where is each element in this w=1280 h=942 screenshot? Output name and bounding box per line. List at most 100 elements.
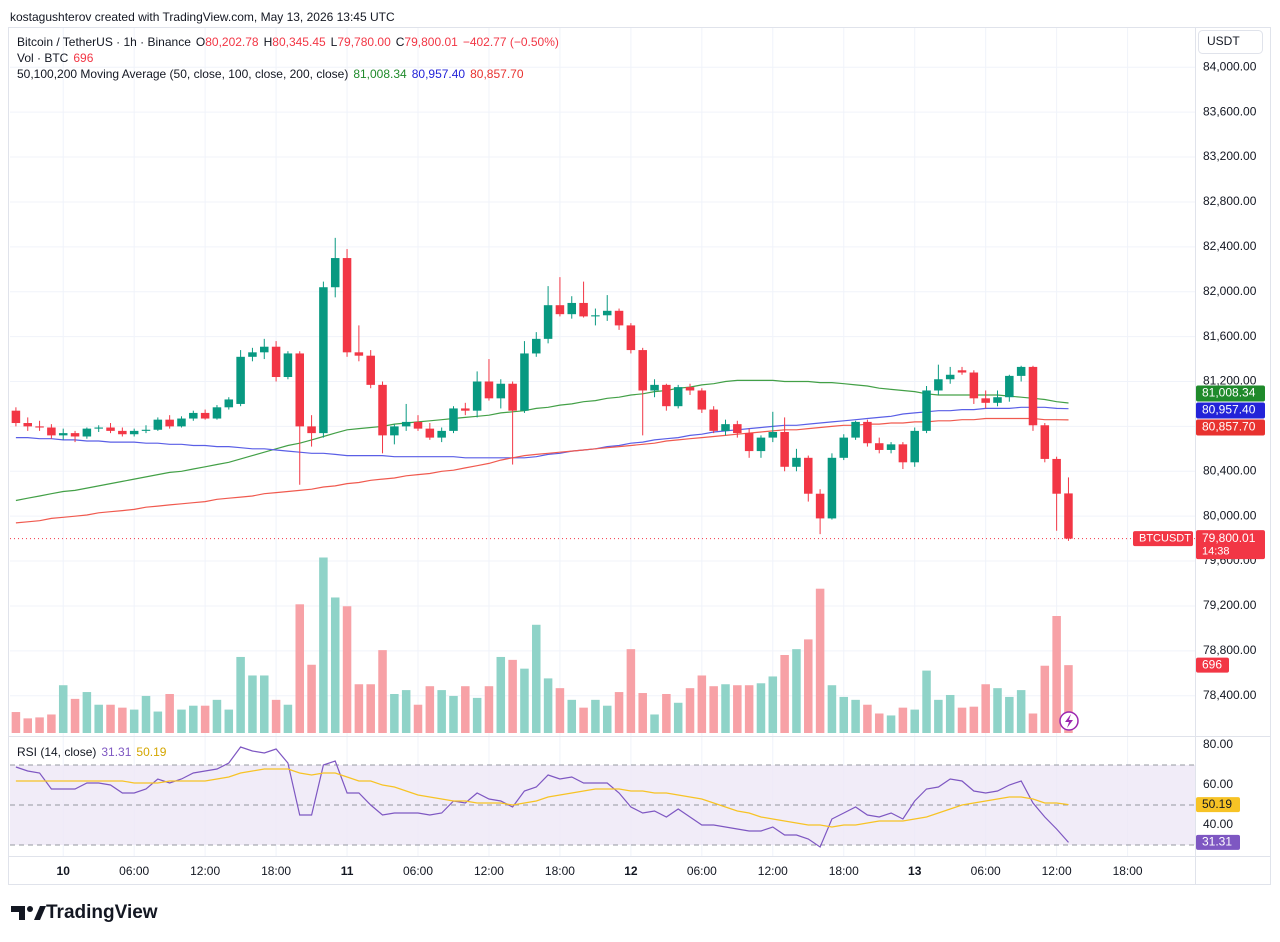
volume-bar (874, 713, 884, 733)
currency-button-box[interactable] (1198, 30, 1263, 54)
ohlc-key: O (195, 35, 206, 49)
candle-body (520, 353, 529, 411)
volume-bar (212, 699, 222, 733)
y-tick-label: 82,800.00 (1203, 194, 1257, 208)
candle-body (496, 383, 506, 399)
x-tick-label: 06:00 (119, 864, 149, 878)
candle-body (591, 315, 600, 317)
candle-body (709, 409, 718, 431)
price-badge-text: 79,800.01 (1202, 531, 1256, 545)
candle-body (129, 430, 139, 435)
volume-bar (863, 704, 872, 733)
price-badge-text: 14:38 (1202, 546, 1230, 558)
y-tick-label: 79,200.00 (1203, 598, 1257, 612)
volume-bar (425, 686, 435, 733)
volume-bar (23, 718, 32, 733)
volume-bar (673, 702, 683, 733)
currency-button[interactable]: USDT (1198, 30, 1263, 54)
candle-body (70, 433, 80, 437)
candle-body (555, 305, 565, 315)
volume-bar (638, 693, 647, 733)
volume-bar (792, 649, 801, 733)
y-tick-label: 81,200.00 (1203, 374, 1257, 388)
volume-bar (957, 707, 967, 733)
volume-bar (260, 675, 269, 733)
volume-bar (886, 715, 896, 733)
volume-bar (461, 686, 470, 733)
x-tick-label: 11 (341, 864, 354, 878)
price-badge-box (1196, 530, 1265, 560)
candle-body (792, 457, 801, 467)
ma-legend: 50,100,200 Moving Average (50, close, 10… (17, 66, 524, 82)
candle-body (94, 427, 103, 429)
candle-body (733, 424, 742, 434)
candle-body (177, 418, 186, 427)
candle-body (366, 355, 375, 385)
candle-body (910, 430, 919, 463)
volume-bar (378, 650, 387, 733)
ma-badge-box (1196, 385, 1265, 402)
rsi-legend: RSI (14, close) 31.31 50.19 (17, 744, 166, 760)
ohlc-value: 79,780.00 (337, 35, 391, 49)
candle-body (401, 421, 411, 427)
alert-bolt[interactable] (1065, 714, 1073, 728)
candle-body (153, 419, 163, 430)
volume-bar (532, 624, 541, 733)
volume-bar (449, 695, 458, 733)
candle-body (390, 426, 399, 436)
volume-bar (733, 685, 742, 733)
volume-bar (283, 704, 293, 733)
volume-bar (839, 696, 849, 733)
candle-body (425, 428, 435, 438)
candle-body (1005, 375, 1014, 398)
volume-bar (354, 684, 364, 733)
volume-bar (827, 685, 837, 733)
currency-button-label[interactable]: USDT (1207, 34, 1240, 48)
candle-body (567, 302, 577, 315)
x-tick-label: 12 (624, 864, 638, 878)
candle-body (47, 427, 56, 436)
candle-body (1040, 425, 1050, 459)
x-tick-label: 12:00 (190, 864, 220, 878)
candle-body (638, 350, 647, 391)
candle-body (354, 352, 364, 356)
volume-bar (82, 692, 92, 733)
volume-bar (1005, 696, 1014, 733)
candle-body (472, 381, 482, 411)
candle-body (827, 457, 837, 519)
volume-bar (744, 685, 754, 733)
y-tick-label: 78,400.00 (1203, 688, 1257, 702)
volume-bar (1052, 616, 1061, 733)
volume-bar (401, 690, 411, 733)
volume-bar (543, 678, 553, 733)
rsi-badge-box (1196, 834, 1240, 850)
volume-bar (768, 676, 778, 733)
volume-bar (330, 597, 340, 733)
ohlc-value: 80,345.45 (272, 35, 326, 49)
price-legend: Bitcoin / TetherUS · 1h · Binance O 80,20… (17, 34, 559, 50)
candle-body (248, 352, 257, 357)
volume-bar (390, 694, 399, 733)
volume-bar (697, 675, 707, 733)
volume-legend: Vol · BTC 696 (17, 50, 93, 66)
volume-bar (472, 697, 482, 733)
candle-body (283, 353, 293, 378)
logo-slash (34, 906, 46, 920)
volume-bar (508, 659, 517, 733)
candle-body (141, 429, 151, 431)
volume-bar (437, 690, 446, 733)
volume-bar (106, 704, 115, 733)
candle-body (58, 433, 68, 436)
alert-icon[interactable] (1059, 711, 1079, 731)
ma-line (15, 417, 1069, 524)
volume-bar (721, 684, 730, 733)
candle-body (815, 493, 825, 519)
badge-layer: 81,008.34 80,957.40 80,857.70 79,800.0114:3… (1133, 385, 1265, 850)
ma-line (15, 379, 1069, 502)
volume-bar (413, 704, 423, 733)
candle-body (437, 430, 446, 438)
symbol-badge-box (1133, 531, 1193, 547)
candle-body (969, 372, 979, 399)
volume-layer (11, 557, 1073, 733)
